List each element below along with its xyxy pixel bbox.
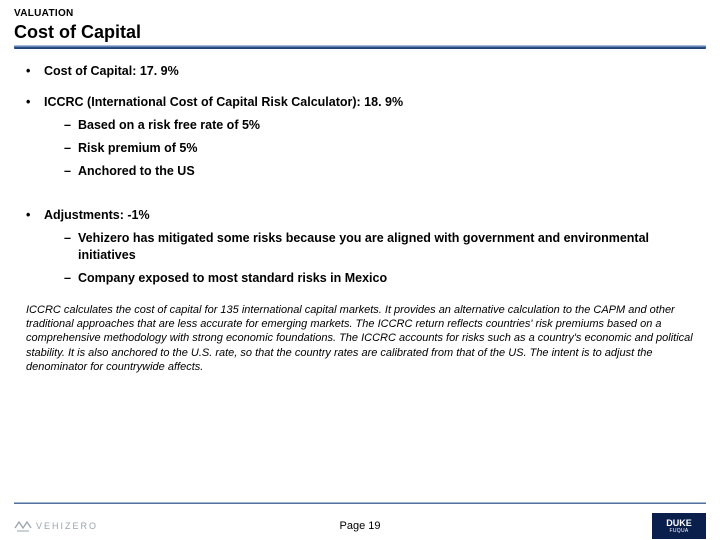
dash-marker: – (64, 117, 78, 134)
sub-bullet: – Based on a risk free rate of 5% (64, 117, 694, 134)
footer: VEHIZERO Page 19 DUKE FUQUA (0, 506, 720, 540)
page-title: Cost of Capital (14, 22, 706, 43)
bullet-text: Cost of Capital: 17. 9% (44, 63, 179, 80)
footnote: ICCRC calculates the cost of capital for… (0, 303, 720, 374)
dash-marker: – (64, 140, 78, 157)
bullet-marker: • (26, 207, 44, 224)
sub-bullet: – Vehizero has mitigated some risks beca… (64, 230, 694, 264)
footer-divider (14, 502, 706, 504)
sub-bullet-text: Vehizero has mitigated some risks becaus… (78, 230, 694, 264)
sub-bullet: – Anchored to the US (64, 163, 694, 180)
company-name: VEHIZERO (36, 521, 98, 531)
sub-bullet: – Risk premium of 5% (64, 140, 694, 157)
duke-badge: DUKE FUQUA (652, 513, 706, 539)
bullet-text: Adjustments: -1% (44, 207, 150, 224)
bullet-marker: • (26, 63, 44, 80)
section-label: VALUATION (14, 8, 706, 19)
bullet-adjustments: • Adjustments: -1% (26, 207, 694, 224)
dash-marker: – (64, 230, 78, 264)
sub-bullet: – Company exposed to most standard risks… (64, 270, 694, 287)
bullet-marker: • (26, 94, 44, 111)
sub-bullet-text: Based on a risk free rate of 5% (78, 117, 694, 134)
bullet-text: ICCRC (International Cost of Capital Ris… (44, 94, 403, 111)
badge-bottom: FUQUA (670, 529, 689, 534)
bullet-cost-of-capital: • Cost of Capital: 17. 9% (26, 63, 694, 80)
logo-icon (14, 519, 32, 533)
bullet-iccrc: • ICCRC (International Cost of Capital R… (26, 94, 694, 111)
page-number: Page 19 (340, 520, 381, 532)
company-logo: VEHIZERO (14, 519, 98, 533)
sub-bullet-text: Company exposed to most standard risks i… (78, 270, 694, 287)
content-area: • Cost of Capital: 17. 9% • ICCRC (Inter… (0, 49, 720, 287)
dash-marker: – (64, 270, 78, 287)
sub-bullet-text: Anchored to the US (78, 163, 694, 180)
badge-top: DUKE (666, 519, 692, 528)
sub-bullet-text: Risk premium of 5% (78, 140, 694, 157)
dash-marker: – (64, 163, 78, 180)
